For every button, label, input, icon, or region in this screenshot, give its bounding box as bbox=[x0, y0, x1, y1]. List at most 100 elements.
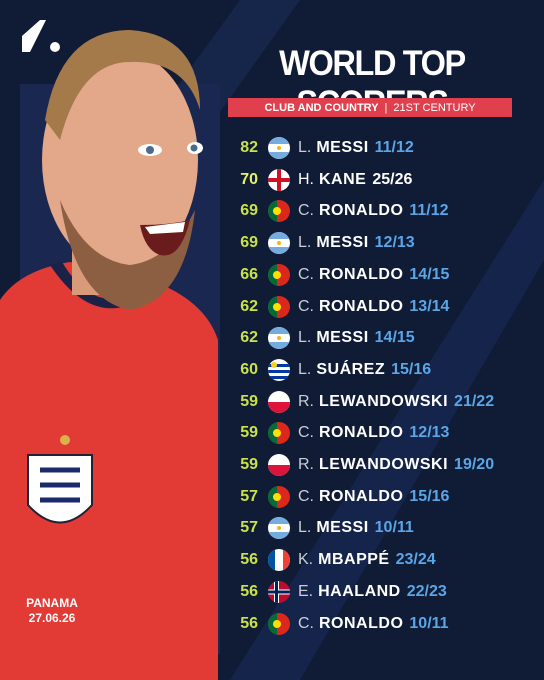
flag bbox=[268, 263, 290, 286]
season: 10/11 bbox=[409, 614, 449, 632]
goals: 82 bbox=[240, 139, 258, 156]
scorer-row: 62 L. MESSI 14/15 bbox=[232, 326, 415, 350]
subtitle-left: CLUB AND COUNTRY bbox=[264, 101, 379, 114]
goals: 69 bbox=[240, 202, 258, 220]
flag bbox=[268, 327, 290, 350]
photo-date: 27.06.26 bbox=[28, 611, 76, 625]
surname: RONALDO bbox=[319, 487, 404, 505]
surname: SUÁREZ bbox=[316, 360, 386, 378]
initial: K. bbox=[298, 551, 314, 569]
goals: 56 bbox=[240, 582, 258, 600]
season: 11/12 bbox=[374, 139, 414, 156]
scorer-row: 57 L. MESSI 10/11 bbox=[232, 516, 414, 540]
flag bbox=[268, 422, 290, 445]
surname: MESSI bbox=[316, 234, 369, 252]
goals: 57 bbox=[240, 487, 258, 505]
subtitle-separator: | bbox=[384, 101, 388, 114]
scorer-row: 56 C. RONALDO 10/11 bbox=[232, 612, 449, 636]
initial: L. bbox=[298, 329, 312, 347]
surname: MESSI bbox=[316, 139, 369, 156]
season: 23/24 bbox=[395, 551, 436, 569]
scorer-row: 62 C. RONALDO 13/14 bbox=[232, 295, 449, 319]
initial: L. bbox=[298, 139, 312, 156]
initial: H. bbox=[298, 170, 314, 188]
season: 15/16 bbox=[409, 487, 450, 505]
initial: R. bbox=[298, 392, 314, 410]
initial: C. bbox=[298, 487, 314, 505]
surname: LEWANDOWSKI bbox=[319, 456, 449, 473]
scorer-row: 66 C. RONALDO 14/15 bbox=[232, 263, 449, 287]
season: 19/20 bbox=[454, 456, 495, 473]
goals: 59 bbox=[240, 392, 258, 410]
scorer-row: 59 R. LEWANDOWSKI 19/20 bbox=[232, 453, 494, 477]
season: 10/11 bbox=[374, 519, 414, 537]
surname: RONALDO bbox=[319, 614, 404, 632]
subtitle-right: 21ST CENTURY bbox=[393, 101, 476, 114]
goals: 69 bbox=[240, 234, 258, 252]
season: 25/26 bbox=[372, 170, 413, 188]
scorer-row: 59 R. LEWANDOWSKI 21/22 bbox=[232, 390, 494, 414]
scorer-row: 69 C. RONALDO 11/12 bbox=[232, 199, 449, 223]
initial: E. bbox=[298, 582, 314, 600]
initial: C. bbox=[298, 424, 314, 442]
season: 22/23 bbox=[406, 582, 447, 600]
season: 11/12 bbox=[409, 202, 449, 220]
flag bbox=[268, 580, 290, 603]
goals: 62 bbox=[240, 297, 258, 315]
flag bbox=[268, 168, 290, 191]
flag bbox=[268, 549, 290, 572]
surname: HAALAND bbox=[318, 582, 401, 600]
season: 15/16 bbox=[391, 360, 432, 378]
scorer-row: 82 L. MESSI 11/12 bbox=[232, 136, 414, 160]
flag bbox=[268, 612, 290, 635]
flag bbox=[268, 200, 290, 223]
surname: RONALDO bbox=[319, 297, 404, 315]
goals: 66 bbox=[240, 265, 258, 283]
flag bbox=[268, 358, 290, 381]
goals: 60 bbox=[240, 360, 258, 378]
goals: 59 bbox=[240, 424, 258, 442]
initial: C. bbox=[298, 297, 314, 315]
initial: L. bbox=[298, 519, 312, 537]
photo-opponent: PANAMA bbox=[26, 596, 78, 610]
flag bbox=[268, 137, 290, 159]
surname: RONALDO bbox=[319, 202, 404, 220]
surname: MESSI bbox=[316, 519, 369, 537]
season: 13/14 bbox=[409, 297, 450, 315]
goals: 59 bbox=[240, 456, 258, 473]
scorer-row: 56 K. MBAPPÉ 23/24 bbox=[232, 548, 436, 572]
surname: KANE bbox=[319, 170, 367, 188]
goals: 70 bbox=[240, 170, 258, 188]
flag bbox=[268, 390, 290, 413]
initial: C. bbox=[298, 202, 314, 220]
scorer-row: 60 L. SUÁREZ 15/16 bbox=[232, 358, 431, 382]
season: 21/22 bbox=[454, 392, 495, 410]
initial: R. bbox=[298, 456, 314, 473]
initial: L. bbox=[298, 234, 312, 252]
goals: 56 bbox=[240, 551, 258, 569]
scorer-row: 69 L. MESSI 12/13 bbox=[232, 231, 415, 255]
surname: MESSI bbox=[316, 329, 369, 347]
initial: C. bbox=[298, 265, 314, 283]
flag bbox=[268, 295, 290, 318]
season: 12/13 bbox=[374, 234, 415, 252]
flag bbox=[268, 454, 290, 476]
scorer-row: 70 H. KANE 25/26 bbox=[232, 168, 412, 192]
subtitle-bar: CLUB AND COUNTRY | 21ST CENTURY bbox=[228, 98, 512, 117]
flag bbox=[268, 232, 290, 255]
initial: C. bbox=[298, 614, 314, 632]
flag bbox=[268, 517, 290, 540]
season: 12/13 bbox=[409, 424, 450, 442]
scorer-row: 59 C. RONALDO 12/13 bbox=[232, 421, 449, 445]
goals: 62 bbox=[240, 329, 258, 347]
scorer-row: 56 E. HAALAND 22/23 bbox=[232, 580, 447, 604]
goals: 56 bbox=[240, 614, 258, 632]
goals: 57 bbox=[240, 519, 258, 537]
initial: L. bbox=[298, 360, 312, 378]
surname: RONALDO bbox=[319, 265, 404, 283]
surname: MBAPPÉ bbox=[318, 551, 390, 569]
season: 14/15 bbox=[374, 329, 415, 347]
flag bbox=[268, 485, 290, 508]
